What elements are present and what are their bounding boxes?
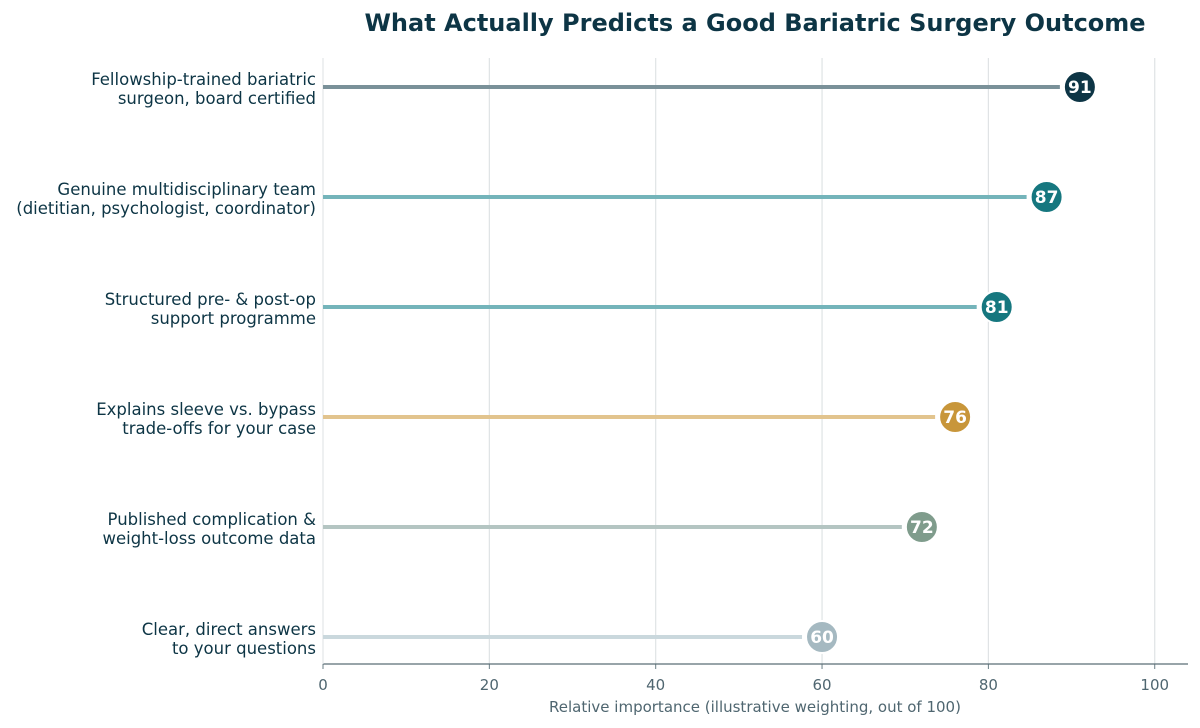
lollipop-dot	[904, 510, 939, 544]
category-label: Published complication & weight-loss outc…	[102, 510, 316, 548]
lollipop-dot	[1062, 70, 1097, 104]
lollipop-dot	[979, 290, 1014, 324]
x-axis: 0 20 40 60 80 100	[318, 58, 1188, 694]
category-label: Structured pre- & post-op support program…	[105, 290, 316, 328]
lollipop-item: 87	[323, 180, 1064, 214]
category-label-line: Clear, direct answers	[142, 620, 316, 639]
value-label: 81	[985, 298, 1009, 318]
lollipop-item: 76	[323, 400, 973, 434]
category-label-line: surgeon, board certified	[118, 89, 316, 108]
x-tick-label: 100	[1140, 676, 1169, 694]
category-label-line: Fellowship-trained bariatric	[91, 70, 316, 89]
chart-title: What Actually Predicts a Good Bariatric …	[364, 9, 1145, 37]
x-tick-label: 20	[480, 676, 499, 694]
lollipop-dot	[1029, 180, 1064, 214]
category-label-line: Genuine multidisciplinary team	[57, 180, 316, 199]
value-label: 72	[910, 518, 934, 538]
category-labels: Fellowship-trained bariatric surgeon, boa…	[16, 70, 316, 658]
chart-marks: 91 87 81 76 72 60	[323, 70, 1097, 654]
x-tick-label: 60	[812, 676, 831, 694]
category-label: Fellowship-trained bariatric surgeon, boa…	[91, 70, 316, 108]
category-label: Clear, direct answers to your questions	[142, 620, 316, 658]
value-label: 91	[1068, 78, 1092, 98]
category-label-line: trade-offs for your case	[122, 419, 316, 438]
lollipop-item: 81	[323, 290, 1014, 324]
category-label-line: (dietitian, psychologist, coordinator)	[16, 199, 316, 218]
x-tick-label: 80	[979, 676, 998, 694]
category-label-line: Explains sleeve vs. bypass	[96, 400, 316, 419]
category-label-line: support programme	[151, 309, 316, 328]
lollipop-item: 91	[323, 70, 1097, 104]
value-label: 76	[943, 408, 967, 428]
category-label: Genuine multidisciplinary team (dietitian…	[16, 180, 316, 218]
x-tick-label: 0	[318, 676, 328, 694]
lollipop-item: 72	[323, 510, 939, 544]
category-label-line: Structured pre- & post-op	[105, 290, 316, 309]
lollipop-dot	[805, 620, 840, 654]
category-label: Explains sleeve vs. bypass trade-offs for…	[96, 400, 316, 438]
value-label: 60	[810, 628, 834, 648]
category-label-line: to your questions	[172, 639, 316, 658]
x-axis-label: Relative importance (illustrative weight…	[549, 698, 961, 716]
x-tick-label: 40	[646, 676, 665, 694]
category-label-line: Published complication &	[108, 510, 317, 529]
lollipop-dot	[938, 400, 973, 434]
value-label: 87	[1035, 188, 1059, 208]
lollipop-item: 60	[323, 620, 840, 654]
category-label-line: weight-loss outcome data	[102, 529, 316, 548]
